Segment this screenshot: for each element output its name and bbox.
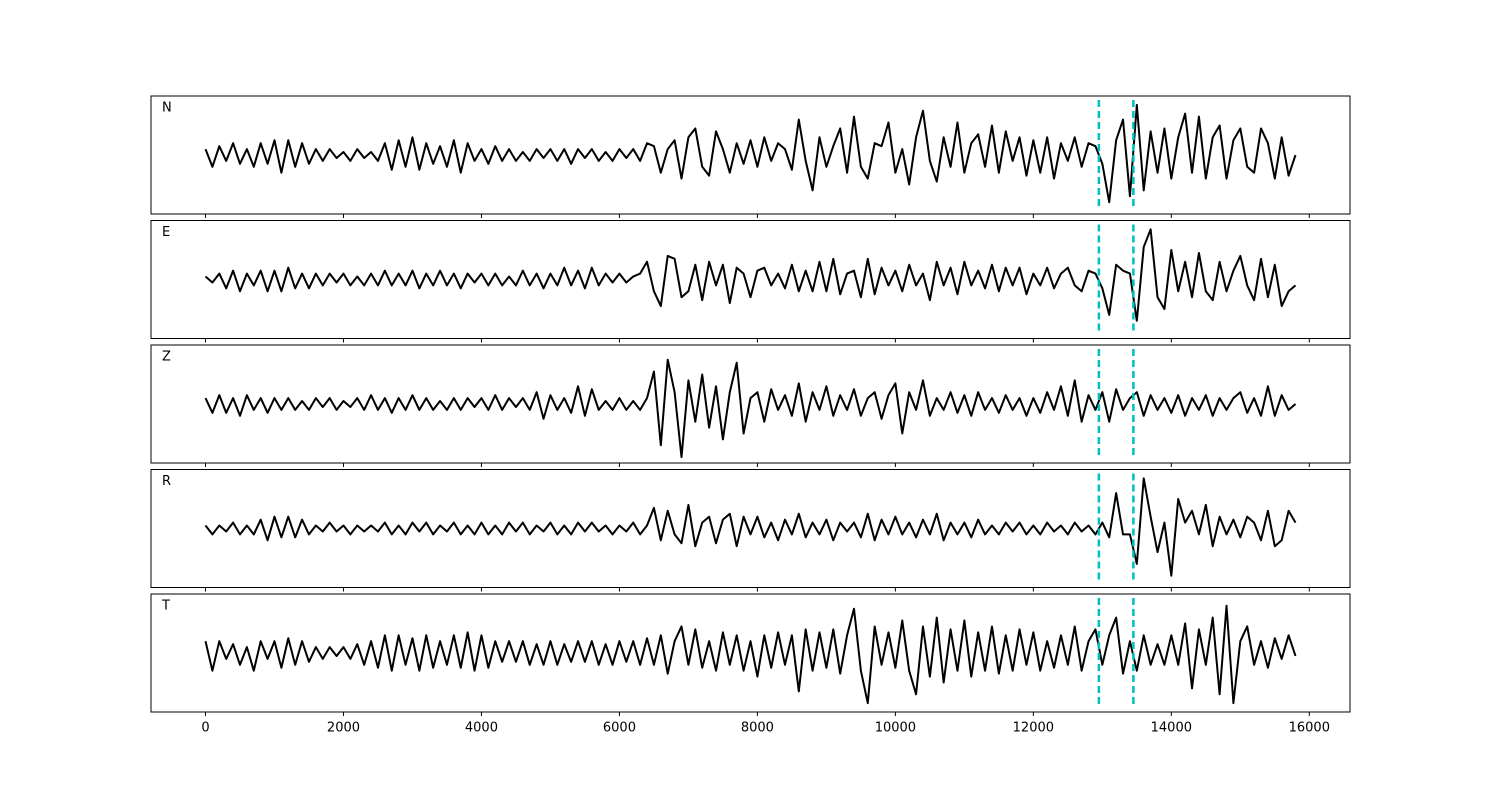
panel-label: E xyxy=(162,225,170,240)
panel-frame xyxy=(150,220,1351,339)
trace xyxy=(204,103,1297,204)
x-tick-label: 6000 xyxy=(603,721,636,736)
x-tick-label: 4000 xyxy=(465,721,498,736)
x-tick-label: 2000 xyxy=(327,721,360,736)
panel-label: N xyxy=(162,101,172,116)
panel-label: T xyxy=(161,599,170,614)
panel-frame xyxy=(150,95,1351,215)
trace xyxy=(204,477,1297,577)
panel-label: Z xyxy=(162,350,171,365)
trace xyxy=(204,604,1297,705)
panel-frame xyxy=(150,593,1351,713)
x-tick-label: 16000 xyxy=(1289,721,1330,736)
panel-label: R xyxy=(162,474,171,489)
trace xyxy=(204,358,1297,459)
panel-frame xyxy=(150,344,1351,464)
trace xyxy=(204,228,1297,322)
panel-frame xyxy=(150,469,1351,588)
x-tick-label: 10000 xyxy=(875,721,916,736)
x-tick-label: 12000 xyxy=(1013,721,1054,736)
x-tick-label: 8000 xyxy=(741,721,774,736)
x-tick-label: 0 xyxy=(201,721,209,736)
x-tick-label: 14000 xyxy=(1151,721,1192,736)
